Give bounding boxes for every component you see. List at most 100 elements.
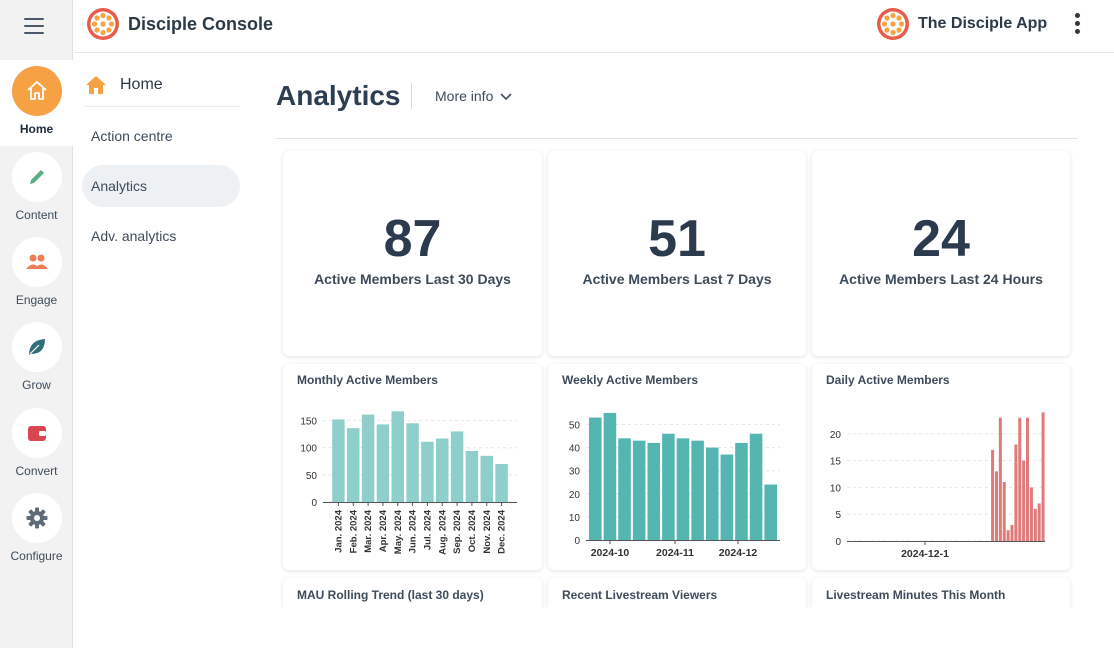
chart-card-monthly: 0 50 100 150 Jan. 2024 Feb. 2024 Mar. 2024 Apr.… <box>283 364 542 570</box>
sub-navigation: Home Action centre Analytics Adv. analyt… <box>74 53 250 648</box>
rail-item-convert[interactable]: Convert <box>0 402 73 488</box>
hamburger-menu-icon[interactable] <box>24 18 44 36</box>
kebab-menu-icon[interactable] <box>1072 13 1082 35</box>
x-tick-label: Mar. 2024 <box>363 509 374 552</box>
bar <box>332 419 345 502</box>
subnav-home[interactable]: Home <box>84 63 240 107</box>
app-logo-icon <box>877 8 909 40</box>
subnav-item-analytics[interactable]: Analytics <box>82 165 240 207</box>
kpi-label: Active Members Last 24 Hours <box>839 271 1043 287</box>
title-divider <box>411 83 412 109</box>
card-title: MAU Rolling Trend (last 30 days) <box>297 588 484 602</box>
kpi-card-24-hours: 24 Active Members Last 24 Hours <box>812 151 1070 356</box>
x-tick-label: Oct. 2024 <box>467 509 478 552</box>
bar <box>495 464 508 502</box>
chart-card-weekly: 0 10 20 30 40 50 2024-10 2024-11 2024-12 Weekly … <box>548 364 806 570</box>
more-info-button[interactable]: More info <box>435 88 513 104</box>
chevron-down-icon <box>500 93 512 101</box>
monthly-active-chart: 0 50 100 150 Jan. 2024 Feb. 2024 Mar. 2024 Apr.… <box>300 411 517 555</box>
chart-title: Monthly Active Members <box>297 373 438 387</box>
bar <box>1010 524 1014 541</box>
home-icon <box>86 75 106 94</box>
header-divider <box>276 138 1078 139</box>
y-tick-label: 20 <box>830 430 842 441</box>
y-tick-label: 30 <box>569 467 581 478</box>
bar <box>705 447 719 540</box>
x-tick-label: 2024-12-1 <box>901 548 949 560</box>
bar <box>450 431 464 502</box>
card-title: Recent Livestream Viewers <box>562 588 718 602</box>
pencil-icon <box>11 152 62 202</box>
rail-item-content[interactable]: Content <box>0 146 73 232</box>
x-tick-label: Feb. 2024 <box>348 509 359 553</box>
x-tick-label: Nov. 2024 <box>482 509 493 553</box>
y-tick-label: 10 <box>830 483 842 494</box>
bar <box>1002 482 1006 541</box>
rail-label: Convert <box>15 464 58 478</box>
bar <box>436 438 449 502</box>
card-mau-rolling: MAU Rolling Trend (last 30 days) <box>283 578 542 607</box>
bar <box>421 441 434 502</box>
bar <box>735 442 748 540</box>
bar <box>647 442 661 540</box>
bar <box>376 424 390 502</box>
x-tick-label: Jan. 2024 <box>333 509 344 552</box>
x-tick-label: Sep. 2024 <box>452 509 463 554</box>
app-switcher[interactable]: The Disciple App <box>876 7 1047 41</box>
y-tick-label: 5 <box>835 510 841 521</box>
subnav-item-adv-analytics[interactable]: Adv. analytics <box>91 228 177 244</box>
bar <box>749 433 763 540</box>
subnav-home-label: Home <box>120 75 163 93</box>
x-tick-label: 2024-12 <box>719 547 758 559</box>
y-tick-label: 150 <box>300 417 317 428</box>
y-tick-label: 50 <box>306 471 318 482</box>
disciple-logo-icon <box>87 8 119 40</box>
bar <box>361 414 375 502</box>
bar <box>1018 417 1022 541</box>
chart-title: Weekly Active Members <box>562 373 699 387</box>
y-tick-label: 0 <box>835 537 841 548</box>
page-title: Analytics <box>276 80 401 111</box>
chart-card-daily: 0 5 10 15 20 2024-12-1 Daily Active Members <box>812 364 1070 570</box>
console-title: Disciple Console <box>128 13 274 34</box>
rail-item-engage[interactable]: Engage <box>0 231 73 317</box>
y-tick-label: 10 <box>569 513 581 524</box>
y-tick-label: 100 <box>300 444 317 455</box>
rail-item-home[interactable]: Home <box>0 60 73 146</box>
x-tick-label: 2024-10 <box>591 547 630 559</box>
top-bar: Disciple Console The Disciple App <box>74 0 1114 53</box>
bar <box>480 455 493 502</box>
y-tick-label: 0 <box>311 498 317 509</box>
bar <box>603 412 617 540</box>
x-tick-label: Aug. 2024 <box>437 509 448 555</box>
x-tick-label: 2024-11 <box>656 547 694 559</box>
bar <box>991 449 995 541</box>
bar <box>347 428 360 502</box>
chart-title: Daily Active Members <box>826 373 950 387</box>
y-tick-label: 20 <box>569 490 581 501</box>
bar <box>1033 508 1037 541</box>
rail-item-grow[interactable]: Grow <box>0 316 73 402</box>
y-tick-label: 15 <box>830 457 842 468</box>
app-title: The Disciple App <box>918 15 1048 32</box>
bar <box>1026 417 1030 541</box>
home-icon <box>11 66 62 116</box>
bar <box>662 433 675 540</box>
card-livestream-viewers: Recent Livestream Viewers <box>548 578 806 607</box>
kpi-label: Active Members Last 7 Days <box>582 271 772 287</box>
bar <box>691 440 704 540</box>
bar <box>406 423 419 502</box>
bar <box>676 438 690 540</box>
bar <box>1041 412 1045 541</box>
console-brand[interactable]: Disciple Console <box>86 7 273 41</box>
gear-icon <box>11 493 62 543</box>
rail-label: Configure <box>10 549 63 563</box>
card-title: Livestream Minutes This Month <box>826 588 1006 602</box>
rail-item-configure[interactable]: Configure <box>0 487 73 573</box>
bar <box>764 484 777 540</box>
rail-label: Grow <box>22 378 51 392</box>
rail-label: Home <box>19 122 54 136</box>
bottom-cards-row: MAU Rolling Trend (last 30 days) Recent … <box>275 576 1075 607</box>
weekly-active-chart: 0 10 20 30 40 50 2024-10 2024-11 2024-12 <box>569 412 780 559</box>
subnav-item-action-centre[interactable]: Action centre <box>91 128 173 144</box>
